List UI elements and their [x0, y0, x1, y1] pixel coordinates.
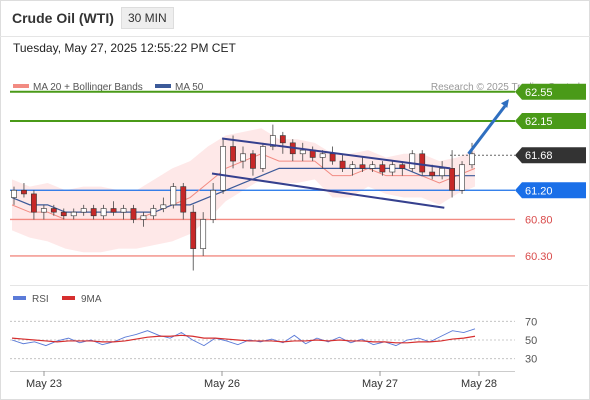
price-levels [10, 90, 515, 257]
candle-body [240, 153, 246, 162]
candle-body [130, 208, 137, 220]
candle-body [260, 146, 266, 169]
instrument-title: Crude Oil (WTI) [12, 10, 114, 26]
rsi-ma-line [11, 334, 476, 344]
header-bar: Crude Oil (WTI) 30 MIN [0, 0, 590, 37]
candle-body [200, 219, 207, 249]
rsi-tick-50: 50 [525, 335, 537, 347]
candle-body [11, 189, 17, 198]
candle-body [409, 153, 416, 169]
rsi-panel: 70 50 30 [10, 316, 537, 366]
candle-body [359, 164, 366, 169]
rsi-tick-30: 30 [525, 354, 537, 366]
rsi-legend: RSI 9MA [13, 294, 102, 305]
ma50-legend-label: MA 50 [175, 82, 204, 93]
ma9-legend-label: 9MA [81, 294, 102, 305]
candle-body [150, 208, 157, 217]
projection-arrow-head [500, 99, 509, 108]
candle-body [419, 153, 426, 173]
candle-body [120, 208, 127, 213]
projection-arrow-line [467, 105, 507, 155]
candle-body [70, 211, 77, 217]
time-tick-label: May 26 [204, 378, 240, 390]
time-tick-label: May 27 [362, 378, 398, 390]
candle-body [220, 146, 226, 191]
candlesticks [11, 124, 475, 271]
level-tag-62.15 [515, 112, 586, 129]
level-label-61.20: 61.20 [525, 185, 553, 197]
candle-body [379, 164, 386, 173]
candle-body [389, 164, 396, 173]
candle-body [449, 168, 455, 191]
candle-body [140, 215, 147, 220]
candle-body [429, 171, 436, 176]
level-tag-61.20 [515, 182, 586, 199]
candle-body [21, 189, 27, 195]
candle-body [210, 189, 217, 220]
candle-body [100, 208, 107, 217]
level-label-61.68: 61.68 [525, 150, 553, 162]
level-label-60.80: 60.80 [525, 214, 553, 226]
candle-body [190, 211, 197, 249]
ma20-legend-swatch [13, 84, 29, 88]
timeframe-badge[interactable]: 30 MIN [121, 7, 174, 29]
candle-body [170, 186, 177, 206]
candle-body [369, 164, 376, 169]
candle-body [50, 208, 57, 213]
candle-body [469, 153, 475, 166]
candle-body [319, 153, 326, 158]
candle-body [279, 135, 286, 144]
candle-body [230, 146, 236, 162]
candle-body [459, 164, 465, 191]
candle-body [80, 208, 87, 213]
time-tick-label: May 28 [461, 378, 497, 390]
candle-body [329, 153, 336, 162]
channel-upper-line [221, 137, 451, 170]
level-tag-62.55 [515, 83, 586, 100]
ma9-legend-swatch [62, 296, 75, 300]
candle-body [399, 164, 406, 169]
candle-body [299, 149, 306, 155]
rsi-legend-label: RSI [32, 294, 49, 305]
candle-body [180, 186, 187, 213]
candle-body [90, 208, 97, 217]
ma50-legend-swatch [155, 84, 171, 88]
main-legend: MA 20 + Bollinger Bands MA 50 Research ©… [13, 82, 580, 93]
level-label-62.55: 62.55 [525, 87, 553, 99]
time-tick-label: May 23 [26, 378, 62, 390]
rsi-legend-swatch [13, 296, 26, 300]
ma20-legend-label: MA 20 + Bollinger Bands [33, 82, 143, 93]
report-datetime: Tuesday, May 27, 2025 12:55:22 PM CET [13, 41, 236, 55]
candle-body [40, 208, 47, 213]
ma50-line [11, 167, 475, 213]
source-credit: Research © 2025 Trading Central [431, 82, 580, 93]
level-labels: 62.55 62.15 61.68 61.20 60.80 60.30 [515, 83, 586, 263]
candle-body [269, 135, 276, 147]
candle-body [160, 204, 167, 209]
level-tag-61.68 [515, 147, 586, 164]
candle-body [60, 211, 67, 217]
candle-body [349, 164, 356, 169]
level-label-60.30: 60.30 [525, 251, 553, 263]
rsi-tick-70: 70 [525, 316, 537, 328]
level-label-62.15: 62.15 [525, 116, 553, 128]
channel-lower-line [211, 172, 445, 209]
candle-body [31, 193, 37, 213]
trend-channel [211, 99, 509, 209]
candle-body [439, 168, 446, 176]
candle-body [110, 208, 117, 213]
candle-body [339, 160, 346, 169]
candle-body [250, 153, 256, 169]
time-axis: May 23 May 26 May 27 May 28 [10, 371, 515, 390]
